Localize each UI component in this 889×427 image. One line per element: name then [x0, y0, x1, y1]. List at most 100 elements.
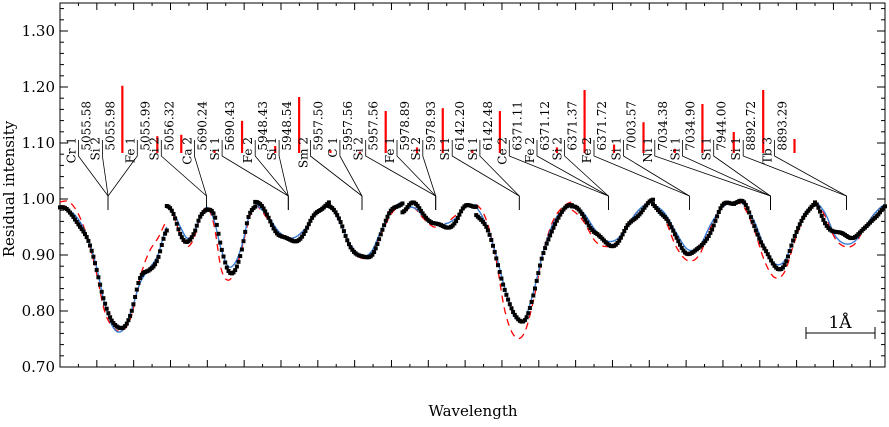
observed-point — [745, 206, 750, 211]
observed-point — [674, 235, 679, 240]
line-id-element: Si 1 — [208, 137, 222, 161]
observed-point — [536, 271, 541, 276]
observed-point — [239, 247, 244, 252]
observed-point — [78, 224, 82, 229]
observed-point — [747, 210, 752, 215]
line-id-wavelength: 8892.72 — [744, 101, 758, 151]
observed-point — [124, 321, 129, 326]
observed-point — [372, 250, 377, 254]
observed-point — [422, 213, 427, 218]
line-id-element: Ce 2 — [495, 137, 509, 165]
observed-point — [586, 223, 591, 228]
observed-point — [243, 229, 248, 234]
observed-point — [671, 228, 676, 233]
observed-point — [131, 302, 136, 307]
observed-point — [792, 234, 797, 238]
y-axis-ticks: 0.70 0.80 0.90 1.00 1.10 1.20 1.30 — [22, 3, 885, 376]
observed-point — [98, 282, 103, 287]
observed-point — [213, 215, 218, 220]
line-pointer — [422, 140, 437, 210]
observed-point — [509, 306, 514, 311]
observed-point — [348, 245, 353, 250]
line-id-element: Si 2 — [352, 137, 366, 161]
line-id-element: Ni 1 — [641, 137, 655, 163]
line-id-wavelength: 6371.12 — [538, 101, 552, 151]
observed-point — [209, 209, 214, 213]
observed-point — [418, 208, 423, 213]
line-id-element: Si 1 — [466, 137, 480, 161]
observed-point — [531, 293, 536, 298]
observed-point — [539, 256, 544, 261]
y-tick-label: 1.10 — [22, 134, 55, 152]
line-id-wavelength: 5056.32 — [162, 101, 176, 151]
observed-point — [703, 239, 708, 244]
observed-point — [86, 238, 91, 243]
observed-point — [163, 231, 168, 236]
plot-frame — [59, 2, 886, 368]
observed-point — [789, 243, 794, 248]
line-pointer — [339, 140, 363, 210]
line-pointer — [278, 140, 289, 210]
observed-point — [706, 234, 711, 238]
line-pointer — [774, 140, 847, 210]
observed-point — [387, 211, 392, 216]
observed-point — [89, 248, 94, 253]
observed-point — [101, 296, 106, 301]
line-id-wavelength: 6371.37 — [566, 101, 580, 151]
observed-point — [541, 251, 546, 255]
observed-point — [231, 270, 236, 275]
observed-point — [522, 318, 527, 323]
y-tick-label: 0.80 — [22, 302, 55, 320]
observed-point — [679, 245, 684, 250]
observed-point — [543, 246, 548, 251]
observed-point — [664, 216, 669, 221]
observed-point — [81, 229, 86, 234]
observed-point — [791, 238, 796, 243]
observed-point — [494, 256, 499, 261]
observed-point — [156, 254, 161, 259]
observed-point — [74, 219, 79, 224]
line-id-element: Si 2 — [88, 137, 102, 161]
observed-point — [221, 254, 226, 259]
observed-point — [168, 206, 173, 211]
observed-point — [224, 265, 229, 270]
observed-point — [128, 313, 133, 318]
line-id-element: Si 2 — [551, 137, 565, 161]
observed-point — [640, 208, 645, 213]
observed-point — [417, 206, 422, 211]
observed-point — [219, 247, 224, 252]
observed-point — [784, 259, 789, 264]
line-id-wavelength: 5055.98 — [103, 101, 117, 151]
observed-point — [340, 224, 345, 229]
observed-point — [269, 223, 274, 227]
line-id-element: Fe 2 — [523, 137, 537, 163]
line-id-element: Sm 2 — [296, 137, 310, 168]
observed-point — [138, 276, 143, 280]
observed-point — [883, 204, 887, 209]
observed-point — [753, 228, 758, 233]
observed-point — [76, 222, 81, 227]
line-id-element: Si 2 — [147, 137, 161, 161]
observed-point — [400, 201, 405, 206]
observed-point — [153, 262, 158, 267]
line-id-element: Si 1 — [265, 137, 279, 161]
observed-point — [491, 243, 495, 248]
model-series-red-dashed — [59, 200, 886, 340]
observed-point — [103, 301, 108, 306]
observed-point — [382, 223, 387, 228]
observed-point — [818, 209, 822, 214]
observed-point — [335, 213, 340, 218]
observed-point — [301, 232, 306, 236]
plot-border — [59, 2, 886, 368]
observed-point — [743, 202, 748, 207]
observed-point — [526, 311, 531, 316]
observed-point — [814, 202, 819, 207]
line-id-element: C 1 — [326, 137, 340, 158]
observed-point — [583, 217, 588, 222]
observed-point — [757, 236, 762, 241]
observed-point — [341, 229, 346, 234]
observed-point — [748, 215, 753, 220]
observed-point — [161, 236, 166, 241]
observed-point — [452, 221, 457, 226]
